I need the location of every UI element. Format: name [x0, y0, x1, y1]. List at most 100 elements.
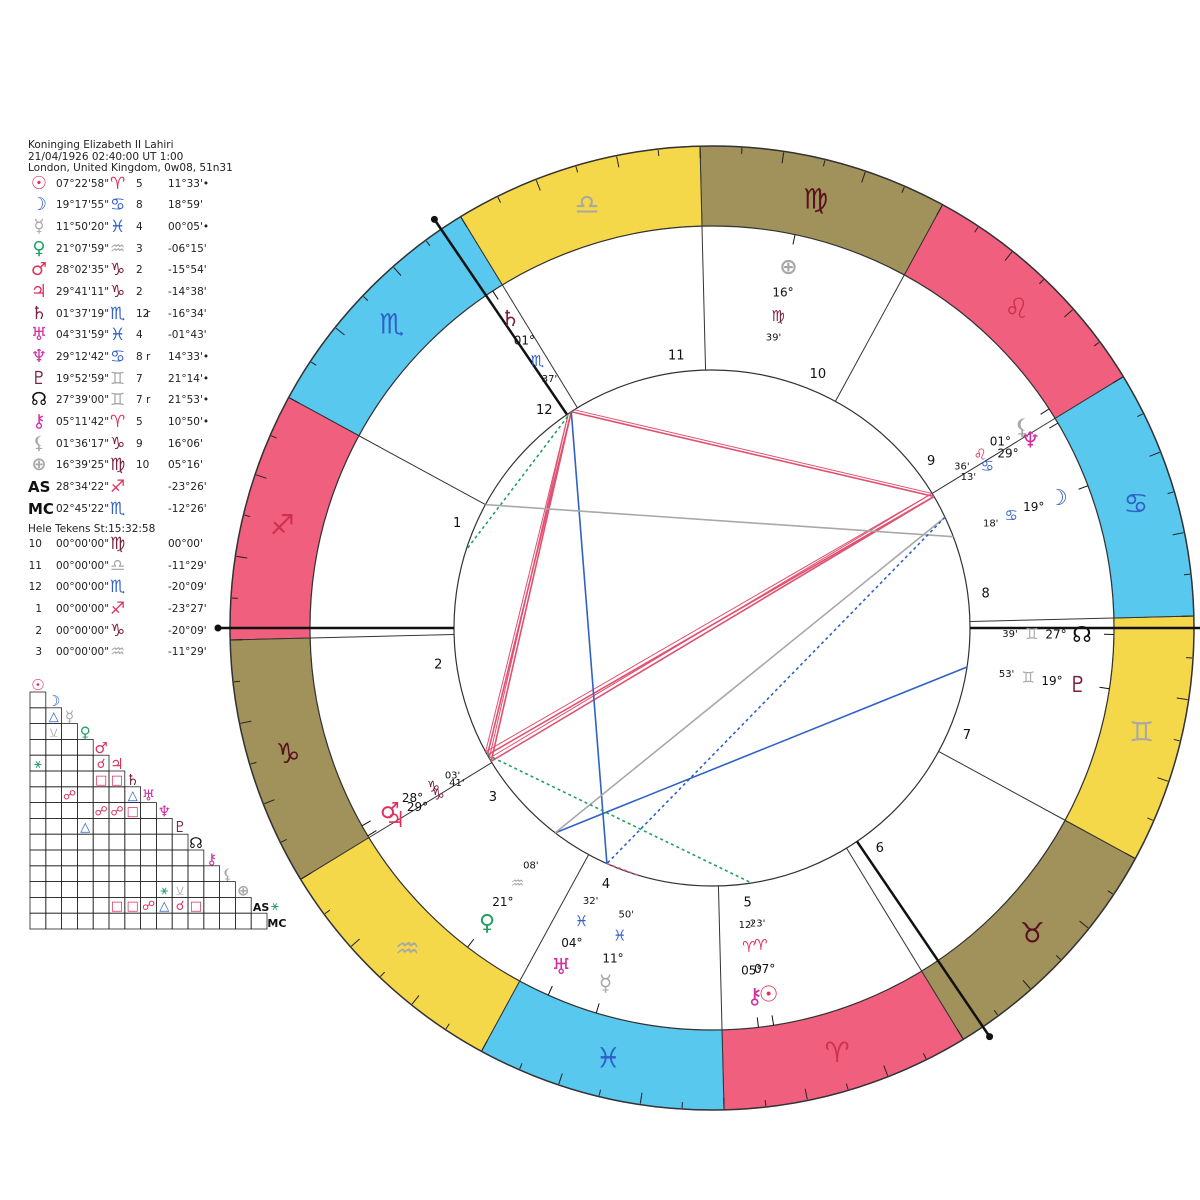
degree-tick: [1176, 697, 1188, 701]
planet-degree: 01°: [990, 434, 1011, 448]
sign-glyph-icon: ♑: [110, 260, 126, 281]
planet-sign-icon: ♏: [531, 352, 545, 370]
degree-tick: [481, 1040, 488, 1051]
degree-tick: [974, 226, 979, 233]
planet-degree: 19°: [1041, 674, 1062, 688]
planet-house: 5: [136, 177, 143, 190]
degree-tick: [519, 1063, 523, 1070]
degree-tick: [558, 1073, 563, 1085]
house-number: 1: [453, 516, 461, 531]
house-declination: -23°27': [168, 603, 207, 616]
degree-tick: [335, 327, 345, 336]
planet-sign-icon: ♋: [981, 457, 994, 475]
degree-tick: [411, 995, 420, 1005]
planet-glyph-icon: ♇: [1068, 673, 1088, 698]
aspect-line: [490, 411, 573, 762]
planet-sign-icon: ♈: [754, 936, 767, 954]
planet-degree: 01°: [514, 334, 535, 348]
planet-row: ♆ 29°12'42" ♋ 8 r 14°33'•: [28, 347, 298, 370]
sign-glyph-icon: ♓: [110, 216, 126, 237]
degree-tick: [240, 720, 252, 724]
degree-tick: [233, 680, 241, 683]
planet-tick: [1078, 485, 1089, 490]
planet-position: 27°39'00": [56, 394, 110, 407]
planet-row: ♀ 21°07'59" ♒ 3 -06°15': [28, 237, 298, 262]
planet-tick: [492, 290, 499, 300]
sign-glyph-icon: ♋: [110, 347, 126, 367]
planet-degree: 28°: [402, 791, 423, 805]
planet-glyph-icon: ♀: [32, 237, 46, 259]
degree-tick: [1112, 376, 1123, 384]
degree-tick: [460, 217, 468, 228]
planet-degree: 11°: [602, 951, 623, 965]
degree-tick: [264, 799, 275, 805]
house-cusp-line: [931, 417, 1056, 494]
sign-glyph-icon: ♊: [110, 368, 126, 389]
planet-glyph-icon: ☉: [30, 172, 48, 194]
aspect-line: [489, 492, 933, 759]
degree-tick: [1173, 738, 1180, 742]
planet-sign-icon: ♑: [431, 785, 444, 803]
house-declination: -11°29': [168, 646, 207, 659]
aspect-line: [485, 503, 954, 538]
degree-tick: [936, 205, 943, 216]
planet-glyph-icon: ♆: [1020, 428, 1040, 453]
planet-degree: 21°: [492, 895, 513, 909]
sign-glyph-icon: ♐: [110, 599, 126, 620]
house-row: 10 00°00'00" ♍ 00°00': [28, 534, 298, 557]
aspect-line: [485, 413, 569, 752]
degree-tick: [1124, 852, 1135, 859]
planet-glyph-icon: ☊: [31, 389, 47, 411]
planet-minutes: 03': [445, 771, 460, 782]
degree-tick: [598, 1089, 602, 1096]
house-number: 2: [35, 624, 42, 637]
planet-declination: -23°26': [168, 481, 207, 494]
planet-house: 8: [136, 351, 143, 363]
planet-row: ♃ 29°41'11" ♑ 2 -14°38': [28, 280, 298, 305]
planet-position: 28°02'35": [56, 264, 110, 277]
sign-glyph-icon: ♒: [110, 238, 126, 259]
zodiac-sign-icon: ♎: [574, 188, 599, 221]
zodiac-sign-icon: ♐: [270, 508, 295, 541]
zodiac-sign-icon: ♑: [275, 737, 300, 770]
planet-minutes: 23': [750, 918, 765, 929]
house-number: 5: [744, 896, 752, 911]
planet-declination: -16°34': [168, 307, 207, 320]
angle-axis-dot: [214, 624, 222, 632]
planet-degree: 29°: [407, 800, 428, 814]
planet-house: 8: [136, 199, 143, 212]
planet-row: AS 28°34'22" ♐ -23°26': [28, 477, 298, 500]
planet-position: 19°17'55": [56, 199, 110, 212]
sign-glyph-icon: ♏: [110, 498, 126, 519]
inner-circle: [453, 369, 971, 887]
house-number: 12: [28, 581, 42, 594]
planet-glyph-icon: ♄: [30, 302, 48, 324]
degree-tick: [270, 435, 277, 439]
angle-axis-line: [855, 840, 991, 1038]
planet-minutes: 36': [954, 462, 969, 473]
planet-minutes: 39': [766, 332, 781, 343]
planet-glyph-icon: ♃: [30, 280, 48, 302]
planet-degree: 05°: [741, 964, 762, 978]
planet-glyph-icon: ☉: [759, 983, 779, 1008]
planet-sign-icon: ♒: [511, 874, 524, 892]
house-number: 6: [876, 841, 884, 856]
planet-glyph-icon: AS: [28, 478, 51, 497]
house-cusp-line: [717, 885, 723, 1030]
house-cusp-line: [368, 762, 493, 839]
zodiac-sign-icon: ♒: [395, 932, 420, 965]
planet-position: 21°07'59": [56, 242, 110, 255]
planet-position: 29°41'11": [56, 285, 110, 298]
planet-degree: 16°: [772, 285, 793, 299]
planet-house: 3: [136, 242, 143, 255]
planet-glyph-icon: ⚷: [747, 985, 763, 1010]
planet-sign-icon: ♑: [427, 777, 440, 795]
degree-tick: [1137, 413, 1143, 418]
zodiac-sign-icon: ♏: [379, 307, 404, 340]
house-number: 10: [810, 367, 827, 382]
degree-tick: [1157, 777, 1169, 782]
planet-tick: [1049, 422, 1059, 429]
planet-minutes: 37': [542, 374, 557, 385]
planet-minutes: 32': [583, 896, 598, 907]
aspect-line: [488, 413, 569, 759]
